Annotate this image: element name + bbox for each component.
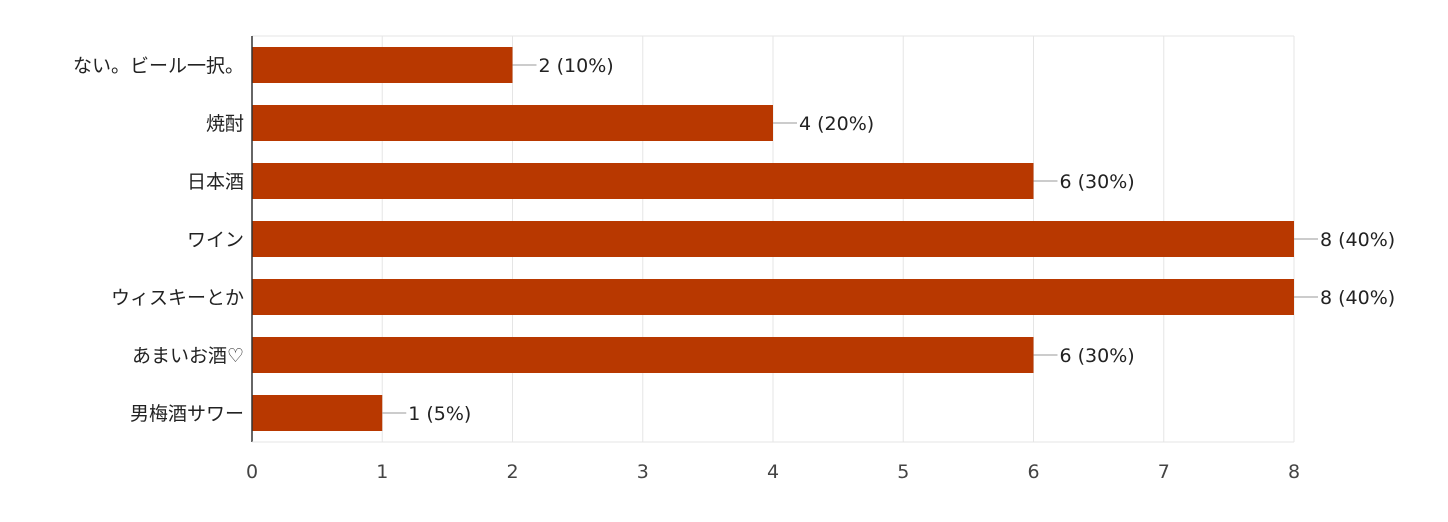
category-label-5: あまいお酒♡	[132, 345, 244, 367]
bar-6	[252, 395, 383, 431]
x-tick-label-5: 5	[897, 461, 909, 483]
category-label-4: ウィスキーとか	[111, 287, 244, 309]
x-tick-label-3: 3	[637, 461, 649, 483]
category-label-2: 日本酒	[187, 171, 244, 193]
value-label-3: 8 (40%)	[1320, 229, 1395, 251]
bars	[252, 47, 1294, 431]
value-label-2: 6 (30%)	[1060, 171, 1135, 193]
category-label-0: ない。ビール一択。	[73, 55, 244, 77]
value-label-1: 4 (20%)	[799, 113, 874, 135]
category-label-3: ワイン	[187, 229, 244, 251]
bar-0	[252, 47, 513, 83]
x-tick-label-8: 8	[1288, 461, 1300, 483]
bar-4	[252, 279, 1294, 315]
x-tick-label-2: 2	[506, 461, 518, 483]
bar-3	[252, 221, 1294, 257]
x-tick-label-1: 1	[376, 461, 388, 483]
value-label-4: 8 (40%)	[1320, 287, 1395, 309]
value-label-5: 6 (30%)	[1060, 345, 1135, 367]
x-tick-label-4: 4	[767, 461, 779, 483]
bar-1	[252, 105, 773, 141]
axes: 0 1 2 3 4 5 6 7 8	[246, 36, 1300, 483]
x-tick-label-0: 0	[246, 461, 258, 483]
category-label-1: 焼酎	[206, 113, 244, 135]
x-tick-label-7: 7	[1158, 461, 1170, 483]
bar-5	[252, 337, 1034, 373]
x-tick-label-6: 6	[1027, 461, 1039, 483]
bar-2	[252, 163, 1034, 199]
category-label-6: 男梅酒サワー	[130, 403, 244, 425]
value-label-0: 2 (10%)	[539, 55, 614, 77]
labels: 2 (10%) ない。ビール一択。 4 (20%) 焼酎 6 (30%) 日本酒 8 (40…	[73, 55, 1395, 425]
value-label-6: 1 (5%)	[408, 403, 471, 425]
